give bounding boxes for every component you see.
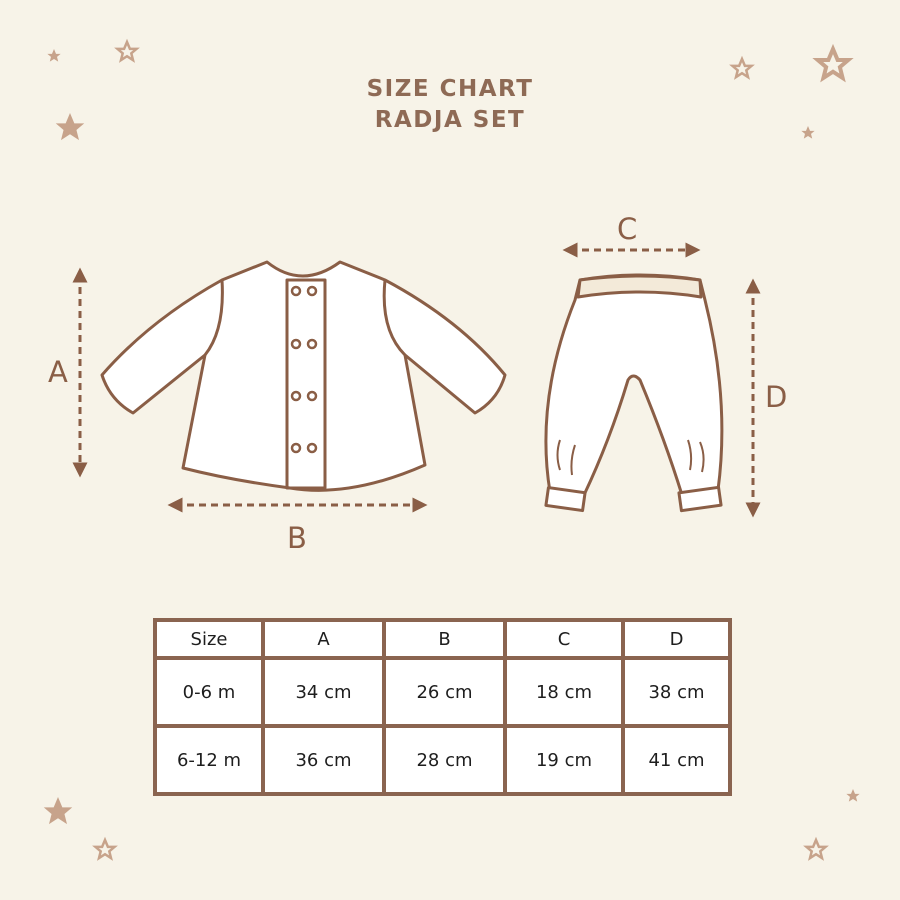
label-a: A (48, 355, 68, 389)
table-row: 6-12 m 36 cm 28 cm 19 cm 41 cm (153, 724, 732, 796)
measurement-arrows (72, 242, 761, 518)
table-row: 0-6 m 34 cm 26 cm 18 cm 38 cm (153, 656, 732, 728)
cell-a: 36 cm (261, 724, 386, 796)
title-line-2: RADJA SET (374, 107, 526, 133)
header-a: A (261, 618, 386, 660)
cell-c: 18 cm (503, 656, 625, 728)
star-icon (801, 126, 815, 139)
title-line-1: SIZE CHART (366, 76, 534, 102)
star-icon (43, 797, 73, 825)
size-table: Size A B C D 0-6 m 34 cm 26 cm 18 cm 38 … (153, 618, 732, 796)
cell-b: 26 cm (382, 656, 507, 728)
star-outline-icon (94, 838, 116, 860)
cell-a: 34 cm (261, 656, 386, 728)
label-c: C (617, 212, 638, 246)
cell-d: 41 cm (621, 724, 732, 796)
table-header-row: Size A B C D (153, 618, 732, 660)
cell-b: 28 cm (382, 724, 507, 796)
cell-size: 6-12 m (153, 724, 265, 796)
star-outline-icon (731, 57, 753, 79)
star-icon (846, 789, 860, 802)
header-d: D (621, 618, 732, 660)
star-outline-icon (805, 838, 827, 860)
label-b: B (287, 521, 307, 555)
pants-drawing (544, 273, 724, 513)
label-d: D (765, 380, 788, 414)
header-c: C (503, 618, 625, 660)
star-outline-icon (818, 49, 848, 78)
star-icon (55, 113, 85, 141)
cell-d: 38 cm (621, 656, 732, 728)
star-icon (47, 49, 61, 62)
cell-c: 19 cm (503, 724, 625, 796)
star-outline-icon (116, 40, 138, 62)
jacket-drawing (100, 260, 507, 492)
cell-size: 0-6 m (153, 656, 265, 728)
header-b: B (382, 618, 507, 660)
header-size: Size (153, 618, 265, 660)
